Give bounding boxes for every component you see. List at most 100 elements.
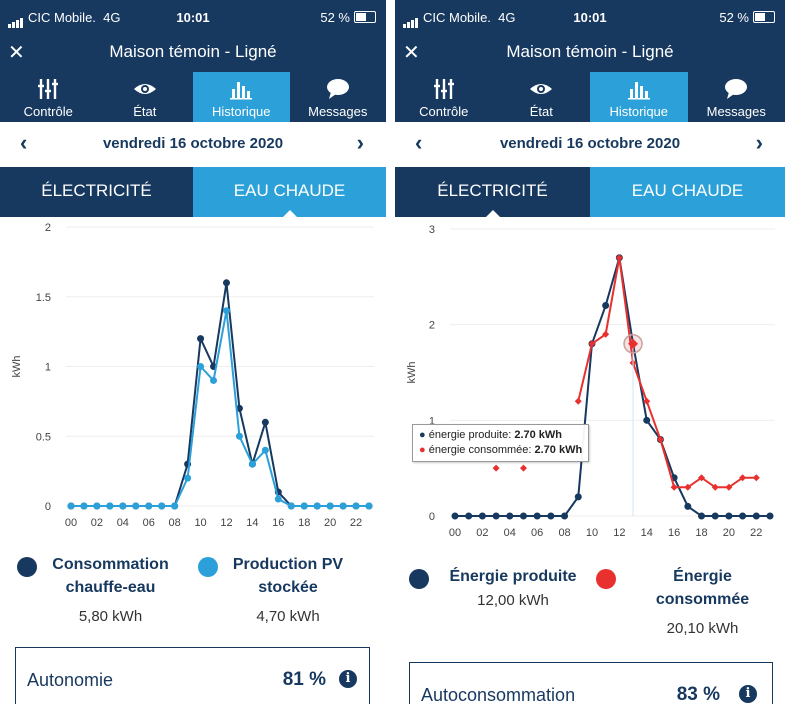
tab-bar: Contrôle État Historique Messages <box>395 72 785 122</box>
series-line-0 <box>71 282 369 507</box>
x-tick-label: 00 <box>65 517 77 529</box>
info-icon[interactable]: i <box>339 670 357 688</box>
tab-label: Messages <box>706 104 766 119</box>
tab-electricite-label: ÉLECTRICITÉ <box>437 181 548 200</box>
data-point <box>670 483 678 491</box>
y-tick-label: 1 <box>45 362 51 374</box>
y-tick-label: 2 <box>45 222 51 234</box>
title-bar: ✕ Maison témoin - Ligné <box>0 34 386 72</box>
y-tick-label: 1 <box>429 415 435 427</box>
data-point <box>261 446 269 454</box>
chart-tooltip: ● énergie produite: 2.70 kWh ● énergie c… <box>412 424 590 462</box>
data-point <box>235 432 243 440</box>
battery-icon <box>753 11 775 23</box>
tab-messages[interactable]: Messages <box>290 72 387 122</box>
legend-value: 12,00 kWh <box>477 592 549 609</box>
data-point <box>158 502 166 510</box>
legend-label: Production PV <box>232 556 344 573</box>
tab-controle[interactable]: Contrôle <box>0 72 97 122</box>
x-tick-label: 14 <box>641 527 653 539</box>
data-point <box>725 512 733 520</box>
series-line-1 <box>577 257 757 489</box>
legend-dot-produite <box>409 569 429 589</box>
data-point <box>492 512 500 520</box>
tab-eau-chaude[interactable]: EAU CHAUDE <box>193 167 386 218</box>
data-point <box>752 512 760 520</box>
bar-chart-icon <box>590 78 688 100</box>
data-point <box>287 502 295 510</box>
data-point <box>197 363 205 370</box>
hourly-chart[interactable]: 0 0.5 1 1.5 2 kWh 00 02 04 06 08 10 12 14 16 18 20 22 <box>0 217 386 537</box>
data-point <box>274 495 282 503</box>
data-point <box>300 502 308 510</box>
tab-etat[interactable]: État <box>493 72 591 122</box>
data-point <box>602 330 610 338</box>
data-point <box>67 502 75 510</box>
x-tick-label: 10 <box>194 517 206 529</box>
tab-historique[interactable]: Historique <box>590 72 688 122</box>
prev-day-button[interactable]: ‹ <box>20 130 28 155</box>
carrier-label: CIC Mobile. 4G <box>423 10 516 25</box>
data-point <box>261 418 269 426</box>
next-day-button[interactable]: › <box>755 130 763 155</box>
tab-electricite[interactable]: ÉLECTRICITÉ <box>0 167 193 217</box>
autonomie-card: Autonomie 81 % i <box>15 647 370 704</box>
legend-dot-production <box>198 557 218 577</box>
prev-day-button[interactable]: ‹ <box>415 130 423 155</box>
x-tick-label: 22 <box>750 527 762 539</box>
tab-controle[interactable]: Contrôle <box>395 72 493 122</box>
y-tick-label: 2 <box>429 320 435 332</box>
data-point <box>80 502 88 510</box>
carrier-label: CIC Mobile. 4G <box>28 10 121 25</box>
legend-value: 5,80 kWh <box>78 608 143 625</box>
data-point <box>506 512 514 520</box>
info-icon[interactable]: i <box>739 685 757 703</box>
x-tick-label: 12 <box>613 527 625 539</box>
legend-production[interactable]: Production PV stockée 4,70 kWh <box>218 556 358 625</box>
data-point <box>492 464 500 472</box>
tab-eau-chaude[interactable]: EAU CHAUDE <box>590 167 785 217</box>
close-icon[interactable]: ✕ <box>8 42 25 64</box>
date-label: vendredi 16 octobre 2020 <box>499 135 681 152</box>
chat-bubble-icon <box>290 78 387 100</box>
autoconsommation-card: Autoconsommation 83 % i <box>409 662 773 704</box>
tooltip-line-produite: ● énergie produite: 2.70 kWh <box>419 429 563 441</box>
tab-messages[interactable]: Messages <box>688 72 786 122</box>
sliders-icon <box>0 78 97 100</box>
data-point <box>574 493 582 501</box>
screen-eau-chaude: CIC Mobile. 4G 10:01 52 % ✕ Maison témoi… <box>0 0 386 704</box>
next-day-button[interactable]: › <box>356 130 364 155</box>
x-tick-label: 14 <box>246 517 258 529</box>
legend-produite[interactable]: Énergie produite 12,00 kWh <box>433 568 593 609</box>
tooltip-line-consommee: ● énergie consommée: 2.70 kWh <box>419 444 583 456</box>
page-title: Maison témoin - Ligné <box>109 42 277 61</box>
data-point <box>197 335 205 343</box>
legend-consommee[interactable]: Énergie consommée 20,10 kWh <box>635 568 770 637</box>
legend-label: Consommation <box>52 556 169 573</box>
battery-icon <box>354 11 376 23</box>
data-point <box>739 512 747 520</box>
tab-label: Contrôle <box>419 104 469 119</box>
battery-status: 52 % <box>719 10 775 25</box>
legend-label: consommée <box>655 591 750 608</box>
tab-historique[interactable]: Historique <box>193 72 290 122</box>
tab-electricite[interactable]: ÉLECTRICITÉ <box>395 167 590 218</box>
tab-label: Messages <box>308 104 368 119</box>
x-tick-label: 00 <box>449 527 461 539</box>
tooltip-label: énergie consommée: <box>428 444 535 456</box>
tab-label: État <box>133 104 157 119</box>
data-point <box>248 460 256 468</box>
x-tick-label: 08 <box>558 527 570 539</box>
legend-consommation[interactable]: Consommation chauffe-eau 5,80 kWh <box>38 556 183 625</box>
legend-dot-consommation <box>17 557 37 577</box>
tab-etat[interactable]: État <box>97 72 194 122</box>
signal-icon <box>8 13 24 28</box>
data-point <box>352 502 360 510</box>
x-tick-label: 06 <box>531 527 543 539</box>
card-value: 81 % <box>282 669 326 690</box>
data-point <box>222 279 230 287</box>
close-icon[interactable]: ✕ <box>403 42 420 64</box>
bar-chart-icon <box>193 78 290 100</box>
selected-notch <box>484 210 501 218</box>
